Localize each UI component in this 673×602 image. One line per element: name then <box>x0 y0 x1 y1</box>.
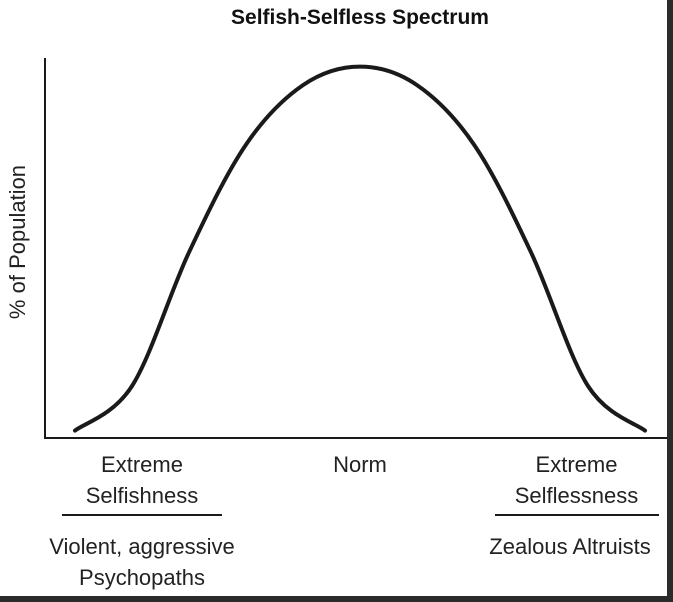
description-text: Zealous Altruists <box>489 534 651 559</box>
category-line: Extreme <box>101 452 183 477</box>
description-selfishness: Violent, aggressive Psychopaths <box>12 531 272 593</box>
population-curve <box>73 64 647 433</box>
category-norm: Norm <box>290 449 430 480</box>
description-text: Violent, aggressive Psychopaths <box>49 534 235 590</box>
category-extreme-selfishness: Extreme Selfishness <box>62 449 222 511</box>
category-line: Selfishness <box>85 483 199 508</box>
category-line: Extreme <box>535 452 618 477</box>
category-line: Norm <box>333 452 387 477</box>
category-line: Selflessness <box>514 483 639 508</box>
chart-title: Selfish-Selfless Spectrum <box>231 6 489 29</box>
category-extreme-selflessness: Extreme Selflessness <box>494 449 659 511</box>
description-selflessness: Zealous Altruists <box>470 531 670 562</box>
